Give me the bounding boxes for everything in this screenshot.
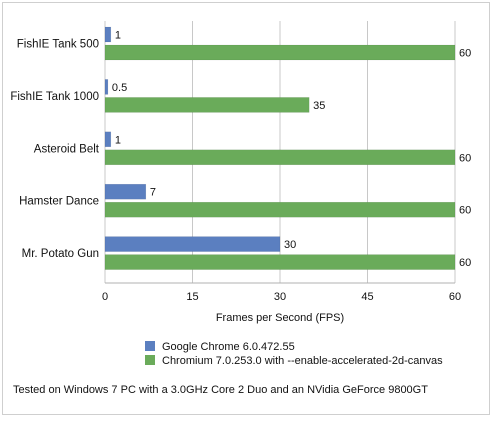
bar [104,201,456,218]
data-label: 60 [459,152,471,164]
bar [104,131,112,148]
category-labels: FishIE Tank 500 FishIE Tank 1000 Asteroid … [10,39,99,261]
data-label: 35 [313,100,325,112]
x-tick-label: 15 [186,291,198,303]
data-label: 60 [459,48,471,60]
legend-label: Google Chrome 6.0.472.55 [162,341,295,353]
data-label: 7 [150,187,156,199]
bar [104,79,109,95]
bar [104,149,456,166]
data-label: 1 [115,134,121,146]
category-label: FishIE Tank 500 [17,39,99,51]
x-tick-label: 0 [102,291,108,303]
x-tick-label: 60 [449,291,461,303]
bar [104,254,456,270]
x-axis-title: Frames per Second (FPS) [216,312,344,324]
bar [104,26,112,43]
x-tick-label: 45 [361,291,373,303]
x-tick-labels: 0 15 30 45 60 [102,291,461,303]
legend-swatch [145,341,155,351]
data-label: 60 [459,257,471,269]
data-label: 30 [284,239,296,251]
bars [104,26,456,270]
bar [104,183,147,200]
legend: Google Chrome 6.0.472.55 Chromium 7.0.253… [145,341,443,367]
category-label: Hamster Dance [19,196,99,208]
bar-chart: FishIE Tank 500 FishIE Tank 1000 Asteroid … [10,21,471,396]
footnote: Tested on Windows 7 PC with a 3.0GHz Cor… [13,384,428,396]
data-label: 60 [459,205,471,217]
chart-frame: FishIE Tank 500 FishIE Tank 1000 Asteroid … [2,2,490,415]
legend-swatch [145,355,155,365]
data-label: 1 [115,30,121,42]
category-label: Asteroid Belt [34,143,100,155]
legend-label: Chromium 7.0.253.0 with --enable-acceler… [162,355,443,367]
bar [104,236,281,252]
category-label: FishIE Tank 1000 [10,91,99,103]
data-label: 0.5 [112,82,127,94]
bar [104,97,310,113]
x-tick-label: 30 [274,291,286,303]
category-label: Mr. Potato Gun [22,248,99,260]
bar [104,44,456,61]
value-labels: 1 60 0.5 35 1 60 7 60 30 60 [112,30,471,270]
